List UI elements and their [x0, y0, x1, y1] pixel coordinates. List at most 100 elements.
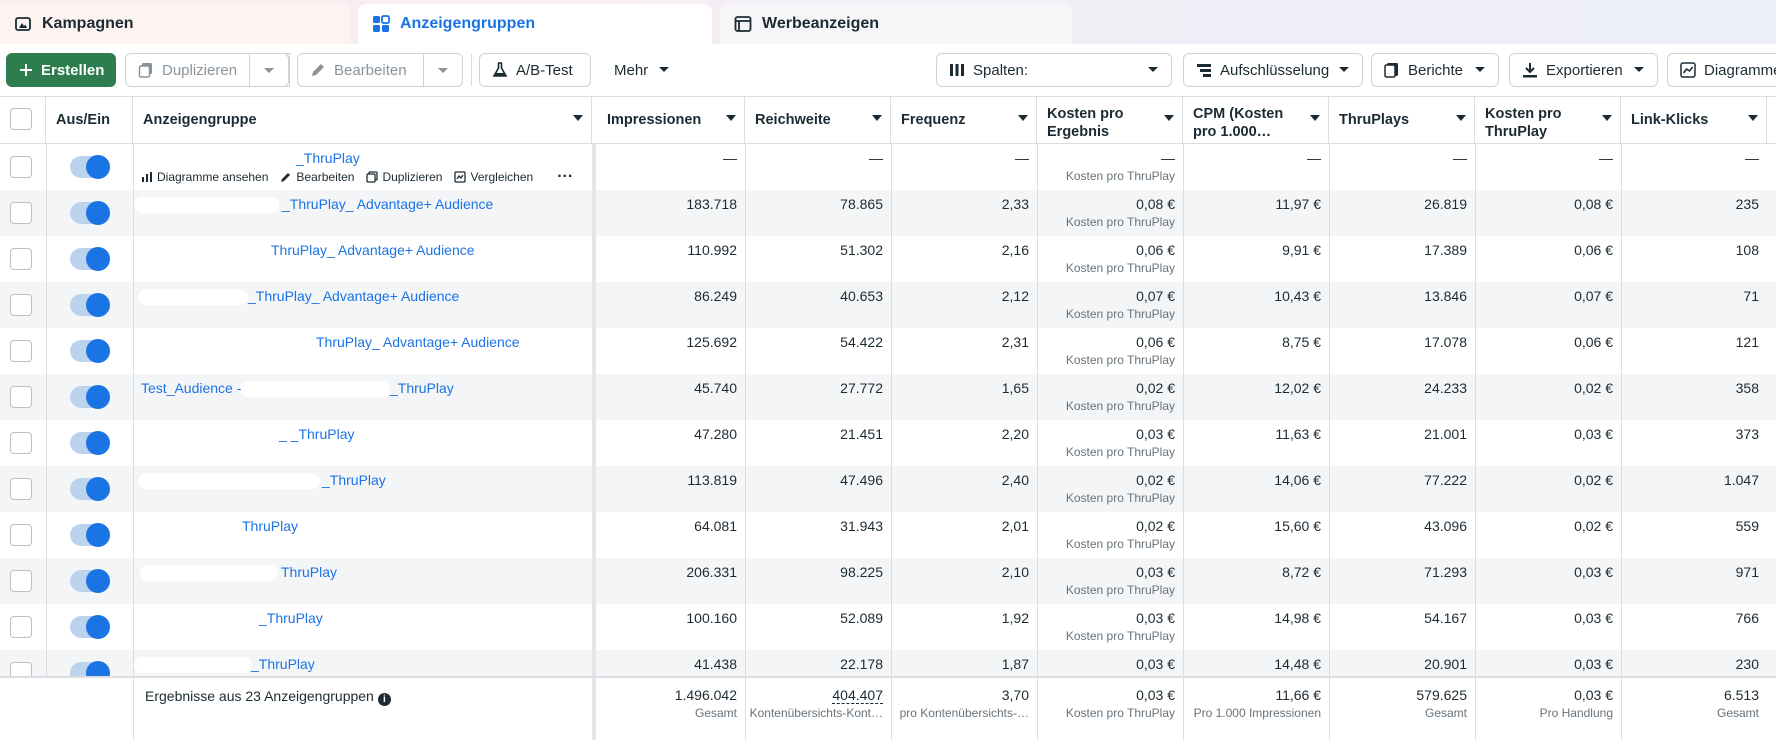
- row-toggle[interactable]: [70, 431, 110, 455]
- table-row[interactable]: ThruPlay 64.081 31.943 2,01 0,02 € Kosten pro…: [0, 512, 1776, 558]
- row-toggle[interactable]: [70, 523, 110, 547]
- row-toggle[interactable]: [70, 569, 110, 593]
- adset-name-link-tail[interactable]: _ThruPlay: [390, 380, 454, 396]
- column-header-cost-result[interactable]: Kosten pro Ergebnis: [1037, 97, 1183, 143]
- row-checkbox[interactable]: [10, 202, 32, 224]
- column-header-label: Aus/Ein: [56, 112, 110, 128]
- breakdown-button[interactable]: Aufschlüsselung: [1183, 53, 1363, 87]
- export-button[interactable]: Exportieren: [1509, 53, 1658, 87]
- row-checkbox[interactable]: [10, 662, 32, 676]
- row-checkbox[interactable]: [10, 570, 32, 592]
- ab-test-button[interactable]: A/B-Test: [479, 53, 591, 87]
- adset-name-link[interactable]: ThruPlay_ Advantage+ Audience: [271, 242, 475, 258]
- column-header-toggle[interactable]: Aus/Ein: [46, 97, 133, 143]
- select-all-checkbox[interactable]: [10, 108, 32, 130]
- cell-cost-thruplay: 0,03 €: [1475, 604, 1621, 650]
- more-button[interactable]: Mehr: [601, 53, 681, 87]
- row-toggle[interactable]: [70, 247, 110, 271]
- tab-anzeigengruppen[interactable]: Anzeigengruppen: [358, 4, 712, 44]
- info-icon[interactable]: i: [377, 693, 391, 706]
- chevron-down-icon: [437, 62, 449, 79]
- column-header-frequency[interactable]: Frequenz: [891, 97, 1037, 143]
- adset-name-link[interactable]: ThruPlay: [242, 518, 299, 534]
- view-charts-action[interactable]: Diagramme ansehen: [141, 170, 268, 184]
- adset-name-link[interactable]: _ThruPlay: [296, 150, 360, 166]
- tab-kampagnen[interactable]: Kampagnen: [0, 4, 350, 44]
- more-options-icon[interactable]: ···: [557, 168, 574, 185]
- adset-name-link[interactable]: _ThruPlay: [259, 610, 323, 626]
- cell-value: 559: [1735, 518, 1759, 534]
- create-button[interactable]: Erstellen: [6, 53, 116, 87]
- row-toggle[interactable]: [70, 201, 110, 225]
- cell-value: 121: [1735, 334, 1759, 350]
- columns-select[interactable]: Spalten:: [936, 53, 1172, 87]
- column-header-thruplays[interactable]: ThruPlays: [1329, 97, 1475, 143]
- row-checkbox[interactable]: [10, 478, 32, 500]
- chevron-down-icon: [1338, 66, 1350, 74]
- column-header-link-clicks[interactable]: Link-Klicks: [1621, 97, 1767, 143]
- adset-name-link[interactable]: Test_Audience -: [141, 380, 242, 396]
- column-header-reach[interactable]: Reichweite: [745, 97, 891, 143]
- row-checkbox[interactable]: [10, 294, 32, 316]
- more-label: Mehr: [614, 61, 649, 79]
- table-row[interactable]: _ _ThruPlay 47.280 21.451 2,20 0,03 € Kosten …: [0, 420, 1776, 466]
- table-row[interactable]: _ThruPlay 113.819 47.496 2,40 0,02 € Kosten p…: [0, 466, 1776, 512]
- cell-value: 2,40: [1001, 472, 1029, 488]
- cell-cost-thruplay: 0,03 €: [1475, 650, 1621, 676]
- edit-button[interactable]: Bearbeiten: [297, 53, 425, 87]
- row-toggle[interactable]: [70, 661, 110, 676]
- adset-name-link[interactable]: _ThruPlay_ Advantage+ Audience: [248, 288, 460, 304]
- row-checkbox[interactable]: [10, 156, 32, 178]
- adset-name-link[interactable]: _ThruPlay_ Advantage+ Audience: [282, 196, 494, 212]
- row-checkbox[interactable]: [10, 386, 32, 408]
- charts-button[interactable]: Diagramme: [1667, 53, 1776, 87]
- row-checkbox[interactable]: [10, 616, 32, 638]
- table-row[interactable]: ThruPlay_ Advantage+ Audience 110.992 51.3…: [0, 236, 1776, 282]
- tab-werbeanzeigen[interactable]: Werbeanzeigen: [720, 4, 1072, 44]
- column-header-label: ThruPlays: [1339, 112, 1410, 128]
- summary-sub: Kosten pro ThruPlay: [1065, 706, 1175, 720]
- breakdown-icon: [1196, 63, 1212, 77]
- table-row[interactable]: ThruPlay 206.331 98.225 2,10 0,03 € Kosten pr…: [0, 558, 1776, 604]
- duplicate-dropdown-button[interactable]: [249, 53, 289, 87]
- column-header-impressions[interactable]: Impressionen: [597, 97, 745, 143]
- duplicate-action[interactable]: Duplizieren: [366, 170, 442, 184]
- cell-value: 2,10: [1001, 564, 1029, 580]
- row-checkbox[interactable]: [10, 524, 32, 546]
- cell-value: 11,97 €: [1275, 196, 1321, 212]
- row-toggle[interactable]: [70, 293, 110, 317]
- column-header-adset[interactable]: Anzeigengruppe: [133, 97, 592, 143]
- table-row[interactable]: ThruPlay_ Advantage+ Audience 125.692 54.4…: [0, 328, 1776, 374]
- cell-cost-result: 0,03 € Kosten pro ThruPlay: [1037, 604, 1183, 650]
- cell-value: 230: [1735, 656, 1759, 672]
- table-row[interactable]: _ThruPlay 100.160 52.089 1,92 0,03 € Kosten p…: [0, 604, 1776, 650]
- row-checkbox[interactable]: [10, 432, 32, 454]
- cell-value: 71.293: [1424, 564, 1467, 580]
- row-toggle[interactable]: [70, 477, 110, 501]
- edit-action[interactable]: Bearbeiten: [280, 170, 354, 184]
- table-row[interactable]: _ThruPlay_ Advantage+ Audience 183.718 78.…: [0, 190, 1776, 236]
- column-header-cpm[interactable]: CPM (Kosten pro 1.000…: [1183, 97, 1329, 143]
- row-toggle[interactable]: [70, 155, 110, 179]
- row-toggle[interactable]: [70, 339, 110, 363]
- adset-name-link[interactable]: _ThruPlay: [322, 472, 386, 488]
- row-checkbox[interactable]: [10, 340, 32, 362]
- adset-name-link[interactable]: ThruPlay_ Advantage+ Audience: [316, 334, 520, 350]
- action-label: Duplizieren: [382, 170, 443, 184]
- table-row[interactable]: _ThruPlay 41.438 22.178 1,87 0,03 € Kosten pr…: [0, 650, 1776, 676]
- row-toggle[interactable]: [70, 385, 110, 409]
- table-row[interactable]: _ThruPlay_ Advantage+ Audience 86.249 40.6…: [0, 282, 1776, 328]
- adset-name-link[interactable]: _ _ThruPlay: [279, 426, 355, 442]
- adset-name-link[interactable]: ThruPlay: [281, 564, 338, 580]
- row-toggle[interactable]: [70, 615, 110, 639]
- cell-subtext: Kosten pro ThruPlay: [1037, 675, 1175, 676]
- adset-name-link[interactable]: _ThruPlay: [251, 656, 315, 672]
- row-checkbox[interactable]: [10, 248, 32, 270]
- table-row[interactable]: Test_Audience - _ThruPlay 45.740 27.772 1,65…: [0, 374, 1776, 420]
- edit-dropdown-button[interactable]: [423, 53, 463, 87]
- compare-action[interactable]: Vergleichen: [454, 170, 533, 184]
- column-header-cost-thruplay[interactable]: Kosten pro ThruPlay: [1475, 97, 1621, 143]
- summary-reach[interactable]: 404.407 Kontenübersichts-Kont…: [745, 678, 891, 742]
- reports-button[interactable]: Berichte: [1371, 53, 1499, 87]
- table-row[interactable]: _ThruPlay Diagramme ansehen Bearbeiten Dupl…: [0, 144, 1776, 190]
